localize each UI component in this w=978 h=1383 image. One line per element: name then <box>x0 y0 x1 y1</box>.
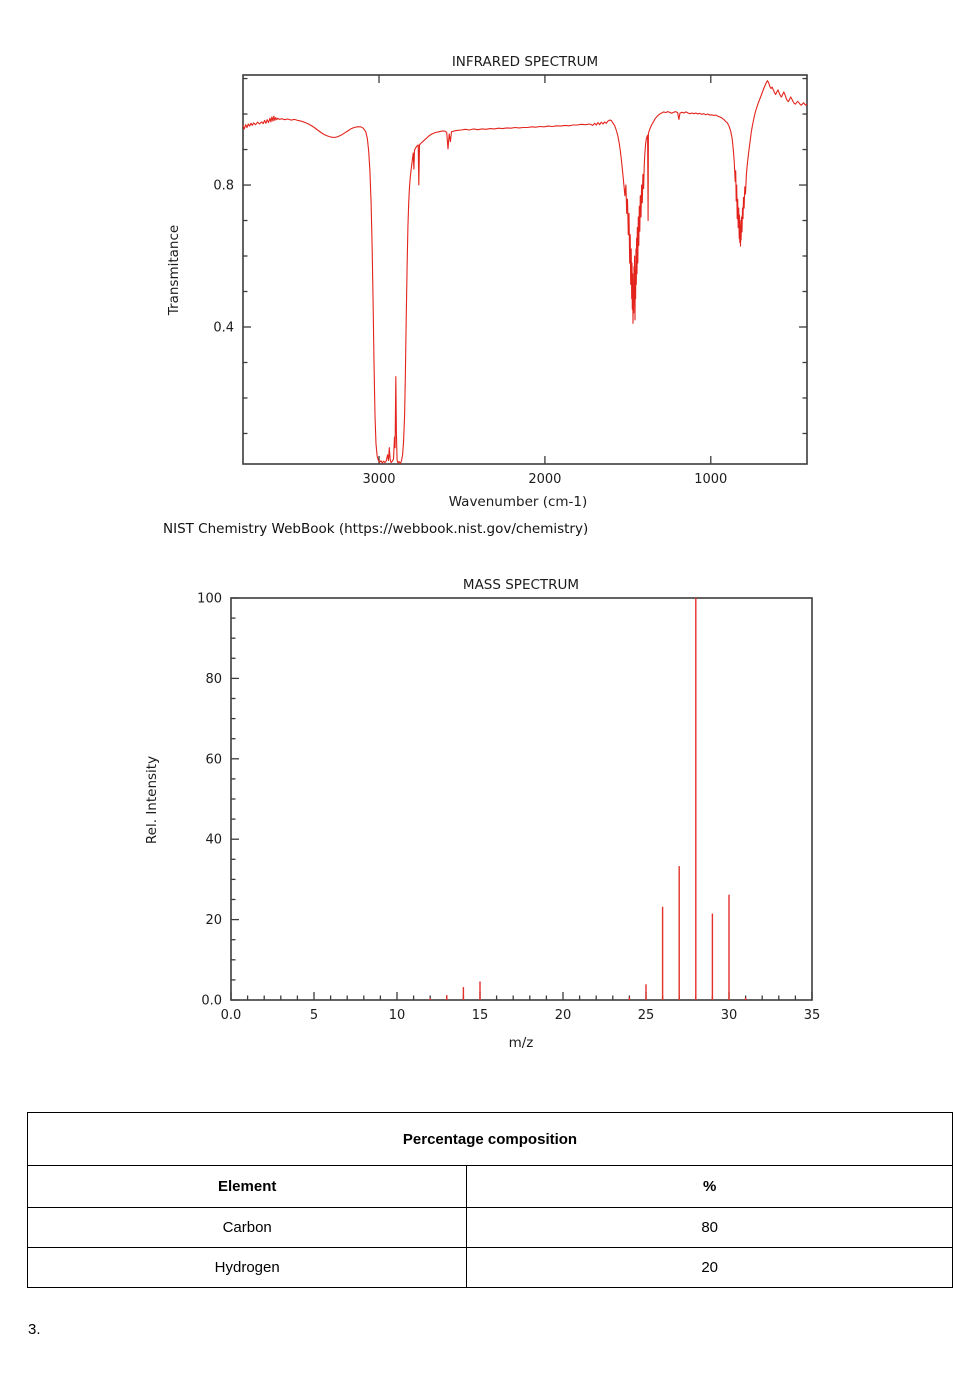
ms-x-axis-label: m/z <box>509 1035 534 1051</box>
ir-transmittance-curve <box>242 80 808 464</box>
composition-table: Percentage composition Element % Carbon … <box>26 1112 953 1288</box>
svg-text:25: 25 <box>638 1008 655 1023</box>
column-header-element: Element <box>26 1165 468 1208</box>
svg-text:20: 20 <box>555 1008 572 1023</box>
svg-text:0.8: 0.8 <box>213 179 234 194</box>
table-row: Carbon 80 <box>26 1207 953 1248</box>
svg-text:15: 15 <box>472 1008 489 1023</box>
attribution-text: NIST Chemistry WebBook (https://webbook.… <box>163 521 589 537</box>
svg-text:1000: 1000 <box>694 472 727 487</box>
svg-text:100: 100 <box>197 592 222 607</box>
svg-text:0.4: 0.4 <box>213 320 234 335</box>
mass-spectrum-figure: MASS SPECTRUM Rel. Intensity m/z 0.0 5 10 1… <box>144 577 820 1051</box>
svg-text:0.0: 0.0 <box>201 994 222 1009</box>
page-number: 3. <box>28 1321 41 1338</box>
cell-element-hydrogen: Hydrogen <box>26 1247 468 1288</box>
svg-text:0.0: 0.0 <box>221 1008 242 1023</box>
svg-text:60: 60 <box>205 752 222 767</box>
svg-text:30: 30 <box>721 1008 738 1023</box>
ir-chart-title: INFRARED SPECTRUM <box>452 54 598 70</box>
ms-axes: 0.0 5 10 15 20 25 30 35 0.0 20 40 60 80 100 <box>197 592 820 1024</box>
cell-element-carbon: Carbon <box>26 1207 468 1248</box>
svg-text:35: 35 <box>804 1008 821 1023</box>
table-row: Hydrogen 20 <box>26 1247 953 1288</box>
svg-text:20: 20 <box>205 913 222 928</box>
ir-spectrum-figure: INFRARED SPECTRUM Transmitance Wavenumbe… <box>166 54 808 510</box>
svg-text:40: 40 <box>205 833 222 848</box>
ms-chart-title: MASS SPECTRUM <box>463 577 579 593</box>
svg-text:10: 10 <box>389 1008 406 1023</box>
table-title: Percentage composition <box>27 1112 953 1166</box>
svg-text:3000: 3000 <box>362 472 395 487</box>
cell-percent-carbon: 80 <box>466 1207 953 1248</box>
column-header-percent: % <box>466 1165 953 1208</box>
svg-text:2000: 2000 <box>528 472 561 487</box>
ms-peak-lines <box>429 598 747 1000</box>
ir-y-axis-label: Transmitance <box>166 225 182 316</box>
ir-axes: 3000 2000 1000 0.8 0.4 <box>213 74 808 487</box>
ms-y-axis-label: Rel. Intensity <box>144 756 160 844</box>
ir-x-axis-label: Wavenumber (cm-1) <box>449 494 588 510</box>
cell-percent-hydrogen: 20 <box>466 1247 953 1288</box>
svg-text:5: 5 <box>310 1008 318 1023</box>
svg-text:80: 80 <box>205 672 222 687</box>
